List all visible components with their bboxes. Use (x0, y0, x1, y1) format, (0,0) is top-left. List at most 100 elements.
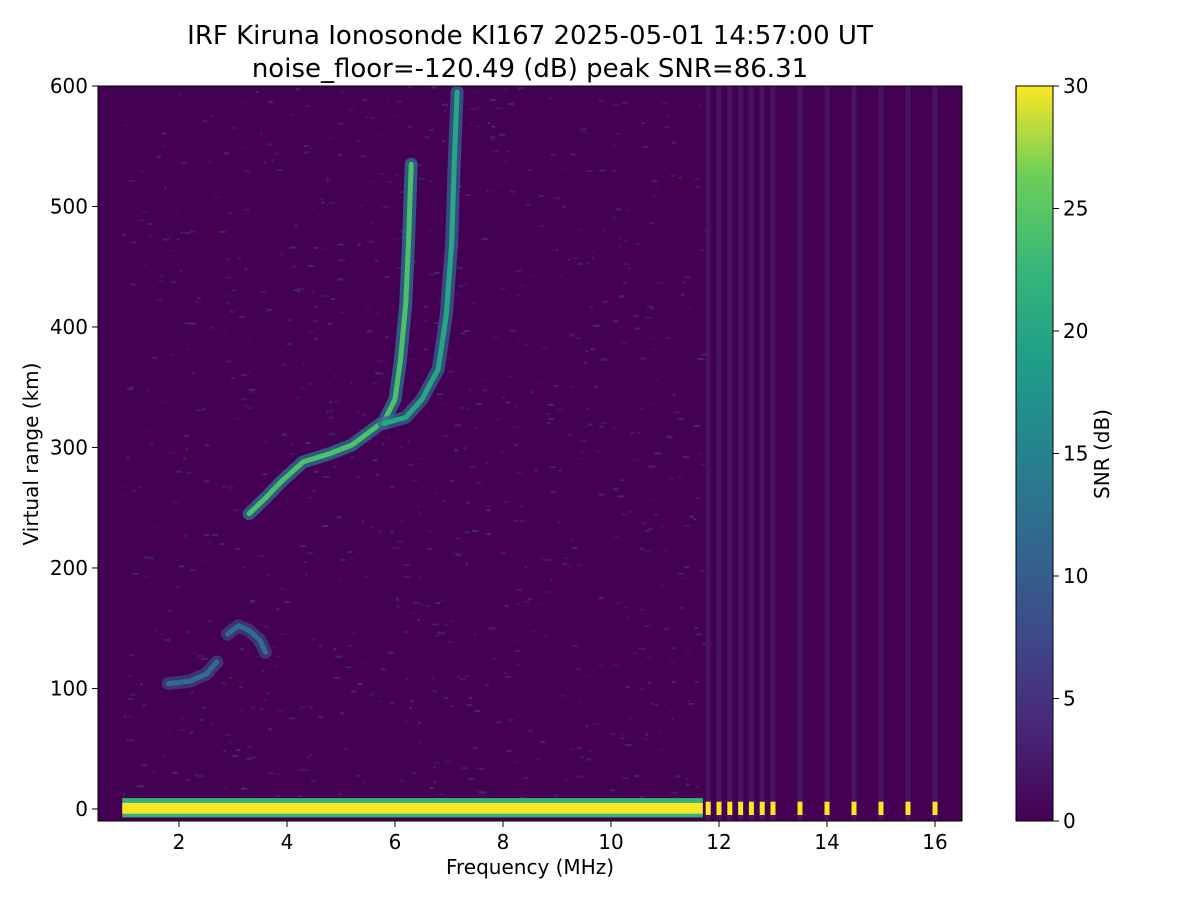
noise-speck (235, 749, 241, 751)
noise-speck (228, 380, 232, 383)
noise-speck (622, 777, 630, 779)
noise-speck (458, 285, 465, 288)
noise-speck (600, 422, 607, 425)
noise-speck (456, 266, 463, 269)
noise-speck (361, 520, 364, 523)
noise-speck (614, 535, 619, 538)
noise-speck (433, 781, 436, 784)
noise-speck (636, 458, 640, 461)
noise-speck (333, 375, 337, 377)
noise-speck (476, 767, 484, 770)
noise-speck (489, 627, 496, 630)
noise-speck (575, 667, 582, 670)
noise-speck (177, 93, 181, 96)
noise-speck (499, 184, 503, 187)
noise-speck (355, 774, 361, 777)
noise-speck (490, 139, 497, 141)
noise-speck (581, 415, 585, 418)
noise-speck (219, 117, 223, 119)
noise-speck (564, 778, 571, 781)
noise-speck (239, 686, 243, 688)
noise-speck (447, 640, 452, 643)
noise-speck (693, 123, 698, 126)
noise-speck (535, 381, 542, 384)
noise-speck (664, 627, 670, 630)
noise-speck (648, 465, 655, 468)
noise-speck (261, 670, 265, 672)
noise-speck (295, 88, 300, 91)
noise-speck (203, 560, 207, 563)
noise-speck (322, 475, 330, 478)
noise-speck (432, 690, 437, 693)
noise-speck (300, 545, 306, 548)
noise-speck (587, 675, 592, 678)
noise-speck (232, 509, 239, 512)
noise-speck (328, 416, 333, 419)
noise-speck (504, 671, 507, 674)
noise-speck (560, 694, 566, 697)
noise-speck (227, 486, 234, 489)
noise-speck (360, 155, 366, 158)
noise-speck (311, 207, 314, 210)
noise-speck (312, 320, 318, 323)
noise-speck (144, 556, 149, 559)
plot-area (98, 86, 962, 821)
noise-speck (600, 358, 608, 361)
noise-speck (148, 223, 153, 226)
noise-speck (474, 426, 477, 429)
noise-speck (338, 259, 345, 262)
noise-speck (348, 491, 354, 494)
noise-speck (650, 702, 654, 705)
noise-speck (392, 238, 398, 241)
noise-speck (274, 152, 279, 155)
noise-speck (390, 486, 395, 488)
noise-speck (293, 224, 298, 227)
noise-speck (469, 466, 476, 468)
noise-speck (185, 778, 191, 781)
noise-speck (347, 644, 352, 647)
noise-speck (392, 114, 399, 117)
y-tick-label: 200 (50, 556, 88, 580)
noise-speck (587, 423, 593, 426)
noise-speck (636, 242, 640, 245)
noise-speck (131, 386, 134, 389)
noise-speck (201, 657, 209, 660)
noise-speck (239, 709, 243, 712)
noise-speck (271, 159, 274, 162)
noise-speck (621, 101, 628, 104)
noise-speck (576, 775, 584, 778)
noise-speck (418, 512, 421, 515)
noise-speck (267, 143, 272, 146)
noise-speck (365, 308, 371, 311)
noise-speck (242, 566, 247, 569)
noise-speck (179, 269, 183, 272)
noise-speck (395, 597, 399, 600)
noise-speck (334, 343, 338, 346)
noise-speck (695, 496, 700, 499)
noise-speck (183, 534, 187, 537)
noise-speck (372, 459, 378, 462)
noise-speck (394, 599, 400, 602)
noise-speck (201, 706, 207, 709)
noise-speck (132, 572, 139, 575)
noise-speck (553, 197, 561, 200)
noise-speck (350, 690, 358, 693)
noise-speck (515, 405, 518, 408)
noise-speck (181, 717, 184, 719)
noise-speck (328, 401, 333, 404)
channel-ground-echo (824, 801, 830, 815)
noise-speck (627, 510, 634, 513)
noise-speck (326, 176, 329, 179)
noise-speck (640, 547, 645, 550)
noise-speck (428, 273, 435, 276)
noise-speck (163, 238, 170, 241)
noise-speck (622, 341, 627, 344)
noise-speck (263, 698, 267, 701)
noise-speck (586, 262, 589, 265)
noise-speck (698, 104, 701, 107)
noise-speck (132, 241, 136, 244)
noise-speck (442, 140, 445, 143)
noise-speck (387, 651, 394, 654)
noise-speck (586, 407, 589, 410)
noise-speck (433, 272, 440, 275)
